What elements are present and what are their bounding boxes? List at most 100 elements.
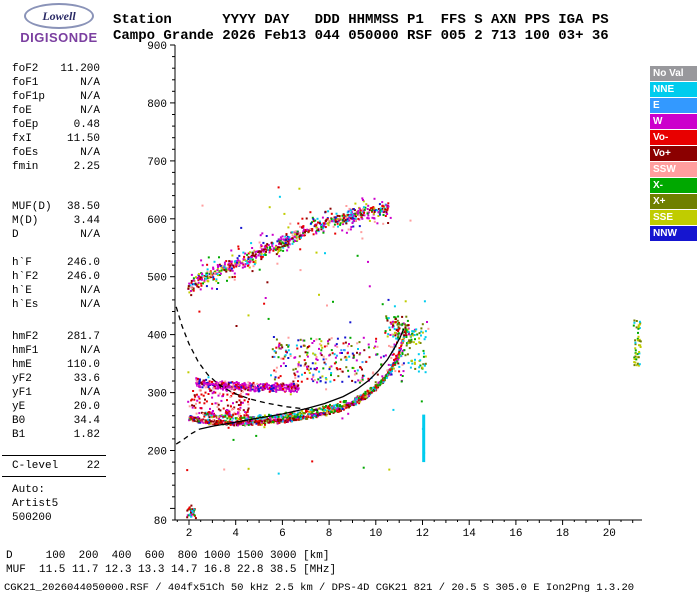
- param-value: 110.0: [66, 359, 100, 371]
- param-row-he: h`E N/A: [12, 284, 100, 298]
- param-value: N/A: [80, 299, 100, 311]
- param-value: 1.82: [73, 429, 100, 441]
- x-axis-ticks: [176, 520, 634, 525]
- param-row-fof1: foF1 N/A: [12, 76, 100, 90]
- param-row-hes: h`Es N/A: [12, 298, 100, 312]
- param-row-hmf2: hmF2 281.7: [12, 330, 100, 344]
- x-tick-label: 18: [556, 528, 569, 540]
- param-label: B1: [12, 429, 26, 441]
- param-label: yE: [12, 401, 26, 413]
- y-tick-label: 800: [147, 99, 167, 111]
- x-tick-label: 10: [369, 528, 382, 540]
- plot-axes: [170, 44, 642, 521]
- param-label: hmF1: [12, 345, 39, 357]
- param-label: MUF(D): [12, 201, 52, 213]
- x-tick-label: 4: [232, 528, 239, 540]
- param-row-fof2: foF2 11.200: [12, 62, 100, 76]
- param-row-mufd: MUF(D) 38.50: [12, 200, 100, 214]
- param-value: N/A: [80, 77, 100, 89]
- low-freq-spread-f: [187, 389, 251, 419]
- legend-item-x-: X-: [650, 178, 697, 193]
- artist-true-height-profile: [199, 328, 405, 430]
- param-value: 20.0: [73, 401, 100, 413]
- param-label: fmin: [12, 161, 39, 173]
- param-label: foF1: [12, 77, 39, 89]
- param-row-hf2: h`F2 246.0: [12, 270, 100, 284]
- param-row-ye: yE 20.0: [12, 400, 100, 414]
- param-row-fof1p: foF1p N/A: [12, 90, 100, 104]
- x-tick-label: 16: [509, 528, 522, 540]
- legend-item-vo+: Vo+: [650, 146, 697, 161]
- param-value: 38.50: [66, 201, 100, 213]
- y-tick-label: 200: [147, 447, 167, 459]
- xmode-tail-speckle: [405, 323, 427, 374]
- param-label: D: [12, 229, 19, 241]
- lowell-logo-oval: Lowell: [24, 3, 94, 29]
- legend-item-sse: SSE: [650, 210, 697, 225]
- y-axis-labels: 200 300 400 500 600 700 800 900 80: [147, 41, 167, 528]
- param-row-md: M(D) 3.44: [12, 214, 100, 228]
- y-tick-label: 900: [147, 41, 167, 53]
- legend-item-e: E: [650, 98, 697, 113]
- param-label: foF2: [12, 63, 39, 75]
- param-row-hme: hmE 110.0: [12, 358, 100, 372]
- y-tick-label: 400: [147, 331, 167, 343]
- param-label: h`F: [12, 257, 32, 269]
- header-column-values: Campo Grande 2026 Feb13 044 050000 RSF 0…: [113, 28, 609, 44]
- param-value: N/A: [80, 229, 100, 241]
- trace-top-cluster: [384, 315, 410, 338]
- header-column-names: Station YYYY DAY DDD HHMMSS P1 FFS S AXN…: [113, 12, 609, 28]
- mid-spread-noise: [270, 336, 407, 384]
- param-value: N/A: [80, 105, 100, 117]
- muf-values-row: MUF 11.5 11.7 12.3 13.3 14.7 16.8 22.8 3…: [6, 564, 337, 576]
- param-value: 246.0: [66, 257, 100, 269]
- param-value: N/A: [80, 345, 100, 357]
- right-edge-artifact: [632, 319, 642, 367]
- param-group: h`F 246.0 h`F2 246.0 h`E N/A h`Es N/A: [12, 256, 100, 312]
- param-label: M(D): [12, 215, 39, 227]
- legend-item-noval: No Val: [650, 66, 697, 81]
- param-group: MUF(D) 38.50 M(D) 3.44 D N/A: [12, 200, 100, 242]
- y-tick-label: 500: [147, 273, 167, 285]
- x-tick-label: 2: [186, 528, 193, 540]
- legend-item-w: W: [650, 114, 697, 129]
- file-meta-line: CGK21_2026044050000.RSF / 404fx51Ch 50 k…: [4, 582, 635, 594]
- param-value: 34.4: [73, 415, 100, 427]
- param-row-d: D N/A: [12, 228, 100, 242]
- legend-item-nnw: NNW: [650, 226, 697, 241]
- param-row-foep: foEp 0.48: [12, 118, 100, 132]
- e-region-cluster: [186, 504, 197, 520]
- auto-label: Auto:: [12, 484, 46, 496]
- x-tick-label: 8: [326, 528, 333, 540]
- param-row-b1: B1 1.82: [12, 428, 100, 442]
- legend-item-vo-: Vo-: [650, 130, 697, 145]
- param-label: fxI: [12, 133, 32, 145]
- param-value: N/A: [80, 91, 100, 103]
- lowell-logo-text: Lowell: [42, 8, 76, 23]
- param-value: N/A: [80, 285, 100, 297]
- param-value: 246.0: [66, 271, 100, 283]
- x-axis-labels: 2 4 6 8 10 12 14 16 18 20: [186, 528, 616, 540]
- param-row-hmf1: hmF1 N/A: [12, 344, 100, 358]
- y-tick-label: 80: [154, 516, 167, 528]
- param-label: B0: [12, 415, 26, 427]
- param-value: 0.48: [73, 119, 100, 131]
- y-tick-label: 300: [147, 389, 167, 401]
- c-level-row: C-level 22: [2, 455, 106, 477]
- param-label: h`F2: [12, 271, 39, 283]
- x-tick-label: 12: [416, 528, 429, 540]
- y-tick-label: 600: [147, 215, 167, 227]
- oblique-west-band: [195, 377, 300, 393]
- station-code-label: 500200: [12, 512, 52, 524]
- param-value: 33.6: [73, 373, 100, 385]
- param-row-yf2: yF2 33.6: [12, 372, 100, 386]
- c-level-label: C-level: [12, 460, 59, 472]
- param-label: foE: [12, 105, 32, 117]
- param-label: foF1p: [12, 91, 46, 103]
- param-group: foF2 11.200 foF1 N/A foF1p N/A foE N/A foEp 0.48 f…: [12, 62, 100, 174]
- legend-item-ssw: SSW: [650, 162, 697, 177]
- param-row-fmin: fmin 2.25: [12, 160, 100, 174]
- d-distance-row: D 100 200 400 600 800 1000 1500 3000 [km…: [6, 550, 330, 562]
- param-label: yF1: [12, 387, 32, 399]
